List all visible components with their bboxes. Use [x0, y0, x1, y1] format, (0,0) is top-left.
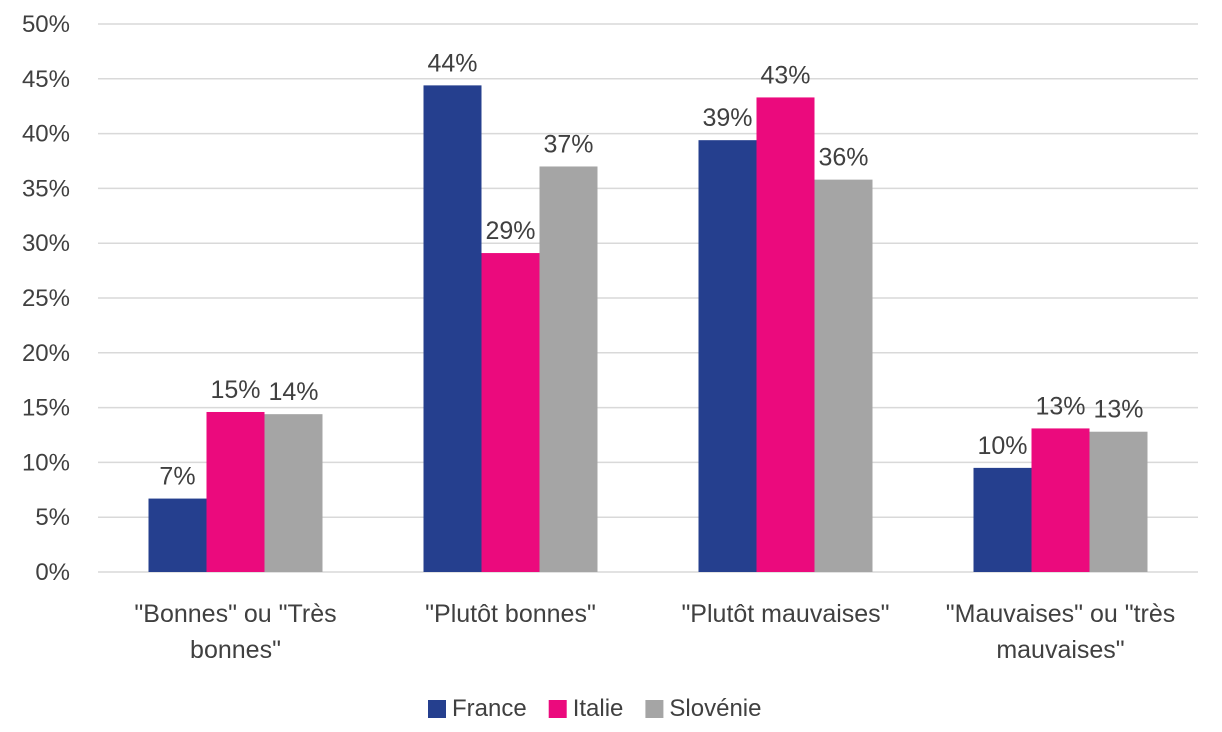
data-label: 13% [1093, 396, 1143, 424]
x-category-label: bonnes" [190, 636, 281, 664]
y-tick-label: 25% [22, 285, 70, 312]
y-tick-label: 15% [22, 395, 70, 422]
legend-swatch-italie [548, 700, 567, 718]
data-label: 43% [760, 61, 810, 89]
y-tick-label: 40% [22, 121, 70, 148]
legend: France Italie Slovénie [428, 695, 761, 722]
bar-slovénie [264, 414, 323, 572]
y-tick-label: 20% [22, 340, 70, 367]
bar-slovénie [539, 166, 598, 573]
data-label: 14% [268, 378, 318, 406]
legend-label: Slovénie [669, 695, 761, 722]
bar-france [423, 85, 482, 572]
bar-italie [756, 97, 815, 572]
x-category-label: mauvaises" [996, 636, 1124, 664]
y-tick-label: 5% [35, 504, 70, 531]
x-axis-categories: "Bonnes" ou "Très bonnes" "Plutôt bonnes" "… [134, 600, 1175, 664]
data-label: 15% [210, 376, 260, 404]
bar-italie [481, 253, 540, 572]
bar-italie [206, 411, 265, 572]
bar-france [148, 498, 207, 572]
x-category-label: "Mauvaises" ou "très [946, 600, 1176, 628]
y-tick-label: 0% [35, 559, 70, 586]
y-tick-label: 10% [22, 449, 70, 476]
y-tick-label: 30% [22, 230, 70, 257]
y-axis-ticks: 0% 5% 10% 15% 20% 25% 30% 35% 40% 45% 50% [22, 11, 70, 586]
x-category-label: "Plutôt bonnes" [425, 600, 596, 628]
data-label: 10% [977, 432, 1027, 460]
data-label: 37% [543, 130, 593, 158]
data-label: 44% [427, 49, 477, 77]
bars [148, 85, 1148, 573]
bar-france [973, 467, 1032, 572]
data-label: 7% [159, 463, 195, 491]
data-label: 39% [702, 104, 752, 132]
bar-slovénie [814, 179, 873, 572]
data-label: 36% [818, 144, 868, 172]
bar-slovénie [1089, 431, 1148, 572]
data-labels: 7% 15% 14% 44% 29% 37% 39% 43% 36% 10% 13% 13% [159, 49, 1143, 490]
data-label: 29% [485, 217, 535, 245]
legend-swatch-slovénie [645, 700, 664, 718]
bar-france [698, 140, 757, 572]
x-category-label: "Bonnes" ou "Très [134, 600, 336, 628]
y-tick-label: 50% [22, 11, 70, 38]
legend-swatch-france [428, 700, 446, 718]
x-category-label: "Plutôt mauvaises" [681, 600, 889, 628]
y-tick-label: 45% [22, 66, 70, 93]
legend-label: Italie [573, 695, 624, 722]
y-tick-label: 35% [22, 175, 70, 202]
legend-label: France [452, 695, 527, 722]
data-label: 13% [1035, 392, 1085, 420]
bar-italie [1031, 428, 1090, 572]
